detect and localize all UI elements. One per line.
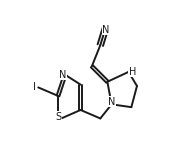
Text: N: N [102, 25, 110, 35]
Text: H: H [129, 67, 136, 77]
Text: N: N [58, 70, 66, 80]
Text: I: I [33, 82, 35, 92]
Text: S: S [55, 112, 61, 122]
Text: N: N [108, 97, 115, 106]
